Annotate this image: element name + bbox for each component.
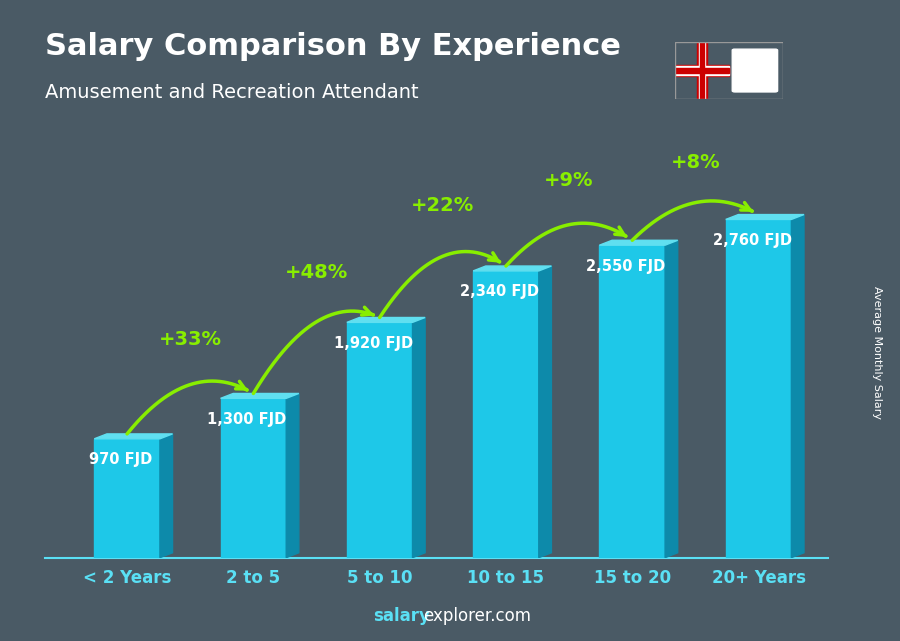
Text: 970 FJD: 970 FJD — [89, 453, 152, 467]
Bar — [675, 66, 729, 75]
Polygon shape — [94, 434, 173, 439]
Polygon shape — [725, 215, 804, 219]
Polygon shape — [665, 240, 678, 558]
Polygon shape — [599, 240, 678, 245]
Polygon shape — [791, 215, 804, 558]
Bar — [599, 245, 665, 558]
Bar — [697, 42, 707, 99]
Text: salary: salary — [374, 607, 430, 625]
Bar — [725, 219, 791, 558]
Text: 2,340 FJD: 2,340 FJD — [460, 285, 539, 299]
Polygon shape — [160, 434, 173, 558]
Bar — [473, 271, 539, 558]
Bar — [675, 65, 729, 76]
Polygon shape — [473, 266, 552, 271]
Polygon shape — [346, 317, 425, 322]
Bar — [94, 439, 160, 558]
Text: Salary Comparison By Experience: Salary Comparison By Experience — [45, 32, 621, 61]
Polygon shape — [286, 394, 299, 558]
Text: 2,760 FJD: 2,760 FJD — [713, 233, 792, 248]
Text: explorer.com: explorer.com — [423, 607, 531, 625]
Bar — [675, 67, 729, 73]
Text: +8%: +8% — [670, 153, 720, 172]
Text: 1,920 FJD: 1,920 FJD — [334, 336, 413, 351]
Bar — [220, 398, 286, 558]
Polygon shape — [220, 394, 299, 398]
Polygon shape — [539, 266, 552, 558]
Text: 1,300 FJD: 1,300 FJD — [207, 412, 287, 427]
Text: +9%: +9% — [544, 171, 594, 190]
Text: +33%: +33% — [158, 330, 221, 349]
Text: 2,550 FJD: 2,550 FJD — [586, 259, 666, 274]
FancyBboxPatch shape — [733, 49, 778, 92]
Text: +22%: +22% — [411, 196, 474, 215]
Bar — [734, 51, 776, 90]
Bar — [346, 322, 412, 558]
Text: Average Monthly Salary: Average Monthly Salary — [872, 286, 883, 419]
Text: +48%: +48% — [285, 263, 348, 282]
Text: Amusement and Recreation Attendant: Amusement and Recreation Attendant — [45, 83, 419, 103]
Bar — [698, 42, 706, 99]
Bar — [700, 42, 704, 99]
Polygon shape — [412, 317, 425, 558]
